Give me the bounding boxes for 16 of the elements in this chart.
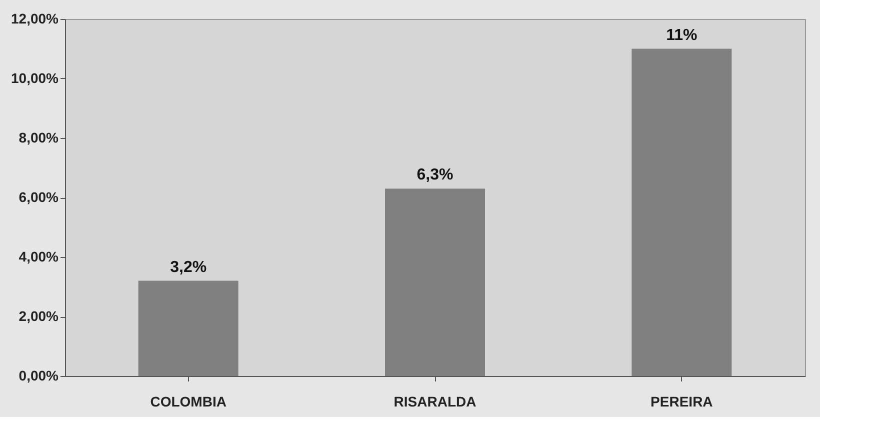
y-tick-label: 0,00%	[18, 368, 60, 384]
y-tick-label: 6,00%	[18, 189, 60, 205]
x-tick-label: COLOMBIA	[150, 394, 226, 410]
y-tick-label: 12,00%	[11, 10, 60, 26]
bar	[385, 188, 485, 376]
x-tick-label: PEREIRA	[650, 394, 713, 410]
y-tick-label: 4,00%	[18, 248, 60, 264]
y-tick-label: 10,00%	[11, 70, 60, 86]
data-label: 11%	[666, 26, 698, 44]
data-label: 6,3%	[416, 166, 454, 184]
bar	[138, 280, 238, 376]
x-tick-label: RISARALDA	[394, 394, 476, 410]
y-tick-label: 2,00%	[18, 308, 60, 324]
y-tick-label: 8,00%	[18, 130, 60, 146]
data-label: 3,2%	[170, 258, 207, 276]
bar	[632, 48, 732, 376]
